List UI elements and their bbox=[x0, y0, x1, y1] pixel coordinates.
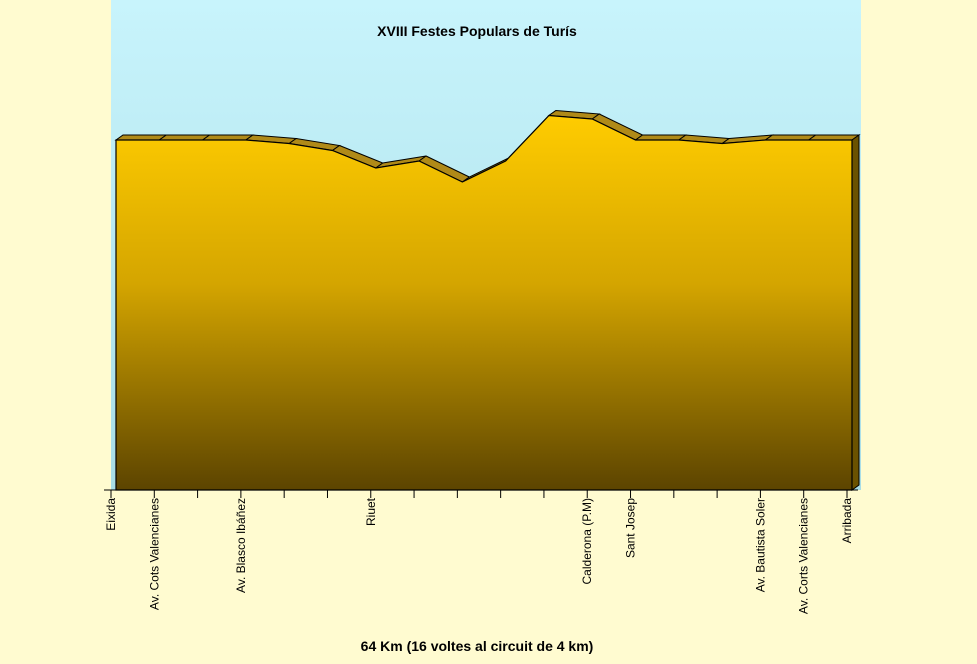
area-series bbox=[114, 109, 861, 491]
x-tick-label: Calderona (P.M) bbox=[580, 498, 594, 584]
area-side-face bbox=[851, 134, 860, 491]
x-tick-label: Av. Cots Valencianes bbox=[147, 498, 161, 610]
area-top-segment bbox=[114, 134, 168, 141]
x-tick-label: Av. Bautista Soler bbox=[753, 498, 767, 592]
x-tick-label: Av. Corts Valencianes bbox=[797, 498, 811, 614]
area-top-segment bbox=[807, 134, 861, 141]
x-axis: Eixida Av. Cots Valencianes Av. Blasco Ibá… bbox=[104, 489, 858, 614]
area-top-segment bbox=[763, 134, 818, 141]
area-front-face bbox=[115, 114, 853, 491]
x-tick-label: Sant Josep bbox=[624, 498, 638, 558]
x-tick-label: Av. Blasco Ibáñez bbox=[234, 498, 248, 593]
area-top-segment bbox=[201, 134, 255, 141]
x-tick-label: Riuet bbox=[364, 497, 378, 526]
x-axis-label: 64 Km (16 voltes al circuit de 4 km) bbox=[361, 638, 594, 654]
area-top-segment bbox=[157, 134, 212, 141]
x-tick-label: Eixida bbox=[104, 498, 118, 531]
chart-title: XVIII Festes Populars de Turís bbox=[377, 23, 577, 39]
area-top-segment bbox=[633, 134, 688, 141]
x-tick-label: Arribada bbox=[840, 498, 854, 544]
